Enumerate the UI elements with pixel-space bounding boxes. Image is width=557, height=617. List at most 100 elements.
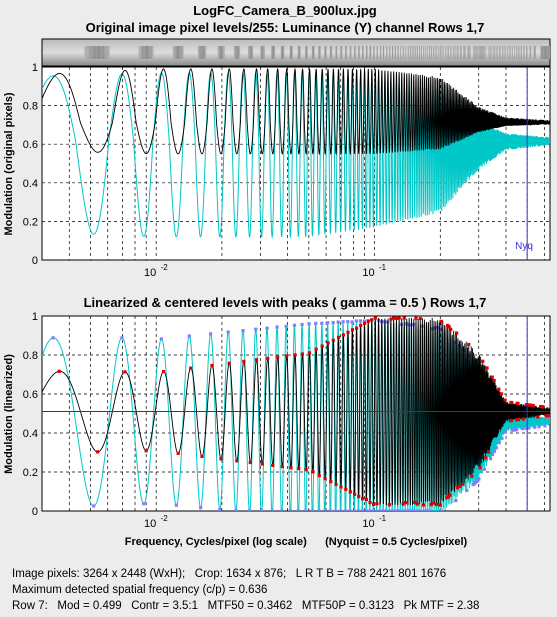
strip-bar <box>521 46 522 59</box>
strip-bar <box>373 46 374 59</box>
strip-bar <box>335 46 337 59</box>
peak-marker-black <box>329 480 333 484</box>
strip-bar <box>143 46 144 59</box>
strip-bar <box>273 46 275 59</box>
peak-marker-cyan <box>334 509 338 511</box>
top-ytick-label: 1 <box>32 62 38 74</box>
bottom-ytick-label: 0.8 <box>23 350 38 362</box>
peak-marker-cyan <box>360 509 365 511</box>
peak-marker-black <box>370 318 374 322</box>
strip-bar <box>408 46 409 59</box>
peak-marker-black <box>366 319 370 323</box>
peak-marker-cyan <box>254 327 258 331</box>
peak-marker-black <box>144 449 148 453</box>
strip-bar <box>484 46 486 59</box>
strip-bar <box>540 46 541 59</box>
strip-bar <box>251 46 253 59</box>
strip-bar <box>236 46 237 59</box>
peak-marker-black <box>455 486 459 490</box>
strip-bar <box>248 46 250 59</box>
strip-bar <box>87 46 89 59</box>
top-subtitle: Original image pixel levels/255: Luminan… <box>86 20 485 35</box>
peak-marker-black <box>276 355 280 359</box>
strip-bar <box>534 46 535 59</box>
peak-marker-black <box>413 500 417 504</box>
peak-marker-cyan <box>241 328 245 333</box>
peak-marker-cyan <box>356 509 361 511</box>
peak-marker-black <box>348 490 352 494</box>
peak-marker-black <box>346 330 350 334</box>
peak-marker-black <box>470 474 474 478</box>
strip-bar <box>430 46 432 59</box>
strip-bar <box>389 46 390 59</box>
peak-marker-cyan <box>51 336 55 340</box>
strip-bar <box>311 46 313 59</box>
strip-bar <box>251 46 253 59</box>
peak-marker-cyan <box>425 509 429 511</box>
strip-bar <box>173 46 175 59</box>
strip-bar <box>271 46 272 59</box>
peak-marker-black <box>461 482 465 486</box>
peak-marker-cyan <box>288 509 292 511</box>
strip-bar <box>174 46 175 59</box>
strip-bar <box>318 46 319 59</box>
strip-bar <box>446 46 448 59</box>
strip-bar <box>280 46 282 59</box>
peak-marker-black <box>320 344 324 348</box>
strip-bar <box>503 46 505 59</box>
strip-bar <box>109 46 110 59</box>
peak-marker-black <box>323 477 327 481</box>
strip-bar <box>354 46 356 59</box>
peak-marker-black <box>176 451 180 455</box>
peak-marker-cyan <box>209 332 213 336</box>
strip-bar <box>91 46 92 59</box>
peak-marker-black <box>439 319 443 323</box>
strip-bar <box>410 46 411 59</box>
peak-marker-cyan <box>371 509 375 511</box>
peak-marker-cyan <box>323 509 327 511</box>
strip-bar <box>403 46 404 59</box>
strip-bar <box>201 46 202 59</box>
peak-marker-black <box>458 484 462 489</box>
strip-bar <box>544 46 546 59</box>
peak-marker-black <box>200 454 204 458</box>
strip-bar <box>176 46 178 59</box>
peak-marker-black <box>57 369 61 373</box>
peak-marker-cyan <box>218 508 222 511</box>
strip-bar <box>108 46 110 59</box>
strip-bar <box>262 46 263 59</box>
peak-marker-cyan <box>292 323 297 327</box>
strip-bar <box>233 46 235 59</box>
strip-bar <box>382 46 384 59</box>
strip-bar <box>87 46 88 59</box>
peak-marker-black <box>531 403 535 408</box>
strip-bar <box>493 46 495 59</box>
peak-marker-black <box>307 351 312 355</box>
strip-bar <box>340 46 342 59</box>
strip-bar <box>548 46 549 59</box>
strip-bar <box>104 46 106 59</box>
top-ytick-label: 0 <box>32 255 38 267</box>
strip-bar <box>222 46 223 59</box>
strip-bar <box>534 46 536 59</box>
strip-bar <box>533 46 535 59</box>
peak-marker-black <box>414 316 418 320</box>
peak-marker-cyan <box>352 509 356 511</box>
strip-bar <box>181 46 183 59</box>
strip-bar <box>431 46 433 59</box>
peak-marker-black <box>510 401 514 405</box>
peak-marker-black <box>421 503 425 507</box>
peak-marker-black <box>314 347 318 351</box>
strip-bar <box>261 46 262 59</box>
peak-marker-cyan <box>91 504 96 508</box>
strip-bar <box>312 46 314 59</box>
peak-marker-cyan <box>296 509 300 511</box>
peak-marker-black <box>326 341 330 345</box>
strip-bar <box>526 46 528 59</box>
peak-marker-cyan <box>524 426 528 430</box>
top-xtick-exponent: -2 <box>161 263 169 272</box>
peak-marker-black <box>541 405 545 409</box>
peak-marker-black <box>402 316 406 320</box>
strip-bar <box>543 46 545 59</box>
peak-marker-cyan <box>390 509 394 511</box>
